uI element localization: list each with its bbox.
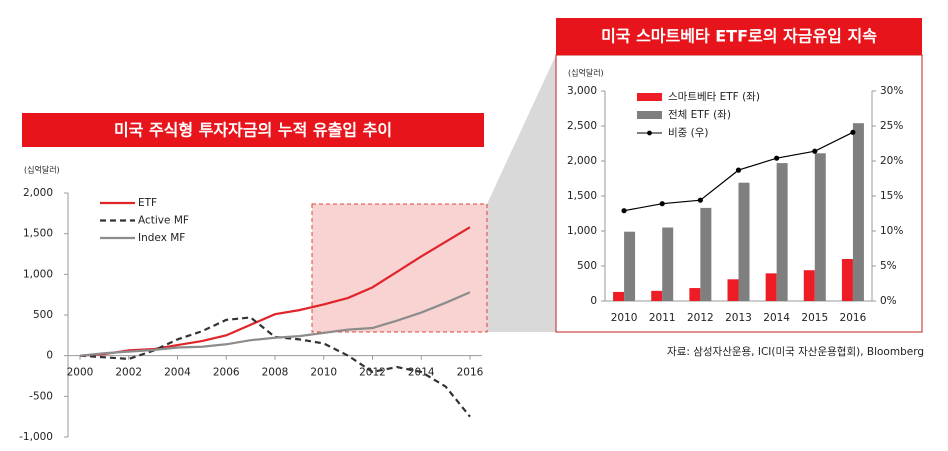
x-tick-label: 2012: [687, 312, 714, 324]
y2-tick-label: 5%: [880, 260, 897, 272]
legend-swatch: [637, 93, 662, 101]
y2-tick-label: 25%: [880, 120, 903, 132]
source: 자료: 삼성자산운용, ICI(미국 자산운용협회), Bloomberg: [667, 345, 924, 358]
y-tick-label: 2,500: [567, 120, 597, 132]
line-point: [621, 208, 627, 214]
x-tick-label: 2002: [115, 367, 142, 379]
line-point: [659, 201, 665, 207]
y-tick-label: 1,500: [567, 190, 597, 202]
banner: [556, 18, 922, 55]
x-tick-label: 2013: [725, 312, 752, 324]
legend-label: 전체 ETF (좌): [668, 109, 731, 121]
bar: [765, 273, 777, 301]
line-point: [812, 148, 818, 154]
y-tick-label: 1,000: [23, 268, 53, 280]
chart-title: 미국 스마트베타 ETF로의 자금유입 지속: [601, 27, 877, 46]
x-tick-label: 2010: [611, 312, 638, 324]
x-tick-label: 2015: [801, 312, 828, 324]
x-tick-label: 2014: [763, 312, 790, 324]
unit-label: (십억달러): [568, 68, 604, 78]
legend-swatch: [637, 111, 662, 119]
bar: [624, 231, 636, 301]
y-tick-label: 2,000: [23, 187, 53, 199]
x-tick-label: 2004: [164, 367, 191, 379]
x-tick-label: 2016: [840, 312, 867, 324]
legend-label: 비중 (우): [668, 127, 709, 139]
y-tick-label: 1,500: [23, 228, 53, 240]
y-tick-label: 0: [590, 295, 597, 307]
x-tick-label: 2006: [213, 367, 240, 379]
x-tick-label: 2011: [649, 312, 676, 324]
bar: [727, 279, 739, 301]
y-tick-label: 0: [46, 350, 53, 362]
y2-tick-label: 10%: [880, 225, 903, 237]
y2-tick-label: 20%: [880, 155, 903, 167]
bar: [814, 153, 826, 301]
legend-swatch: [647, 130, 652, 136]
legend-label: Active MF: [138, 215, 189, 227]
y-tick-label: 3,000: [567, 85, 597, 97]
bar: [700, 207, 712, 301]
y-tick-label: 500: [577, 260, 597, 272]
chart-title: 미국 주식형 투자자금의 누적 유출입 추이: [114, 121, 392, 140]
legend-label: 스마트베타 ETF (좌): [668, 91, 760, 103]
bar: [689, 288, 701, 301]
bar: [738, 182, 750, 301]
bar: [852, 123, 864, 301]
x-tick-label: 2008: [262, 367, 289, 379]
series-line: [79, 316, 471, 418]
y-tick-label: -1,000: [19, 431, 53, 443]
legend-label: Index MF: [138, 232, 185, 244]
unit-label: (십억달러): [24, 165, 60, 175]
line-point: [774, 155, 780, 161]
bar: [662, 227, 674, 301]
banner: [22, 113, 484, 147]
x-tick-label: 2016: [457, 367, 484, 379]
legend-label: ETF: [138, 197, 157, 209]
bar: [776, 163, 788, 301]
y-tick-label: 2,000: [567, 155, 597, 167]
bar: [841, 259, 853, 301]
y2-tick-label: 15%: [880, 190, 903, 202]
bar: [613, 291, 625, 301]
bar: [803, 270, 815, 301]
line-point: [850, 129, 856, 135]
y2-tick-label: 30%: [880, 85, 903, 97]
y2-tick-label: 0%: [880, 295, 897, 307]
y-tick-label: 500: [33, 309, 53, 321]
line-point: [735, 167, 742, 173]
series-line: [79, 291, 471, 357]
zoom-connector: [487, 55, 556, 332]
x-tick-label: 2000: [67, 367, 94, 379]
bar: [651, 290, 663, 301]
highlight-box: [311, 203, 488, 333]
y-tick-label: 1,000: [567, 225, 597, 237]
x-tick-label: 2010: [310, 367, 337, 379]
y-tick-label: -500: [29, 390, 53, 402]
line-point: [697, 197, 703, 203]
